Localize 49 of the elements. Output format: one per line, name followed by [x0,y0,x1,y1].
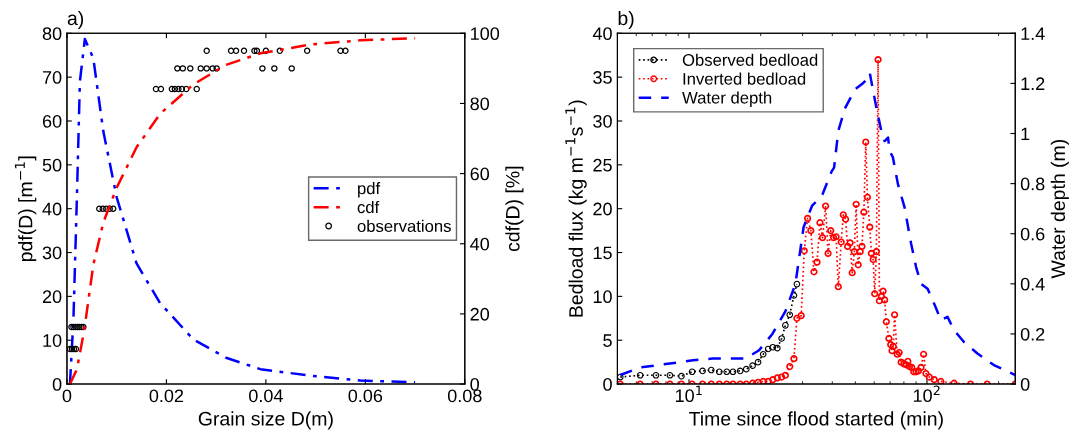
legend-label: cdf [357,200,380,214]
x-tick-label: 0 [62,389,72,403]
y-tick-label: 40 [592,27,612,41]
y2-tick-label: 0.6 [1020,227,1045,241]
legend-label: Inverted bedload [683,72,806,85]
y-tick-label: 10 [43,334,62,347]
x-tick-label: 0.02 [149,389,184,403]
y2-tick-label: 80 [470,97,490,111]
y-tick-label: 70 [42,71,62,84]
y-tick-label: 15 [593,246,612,260]
y-tick-label: 30 [42,246,62,260]
y-tick-label: 20 [42,290,62,304]
legend-label: Observed bedload [682,53,818,66]
x-tick-label: 10$^{1}$ [675,385,702,403]
y2-tick-label: 1.2 [1021,77,1045,90]
y2-tick-label: 100 [471,27,500,41]
y2-tick-label: 1 [1021,127,1030,141]
y-tick-label: 80 [42,27,62,41]
y2-tick-label: 0.2 [1020,327,1045,341]
y2-tick-label: 1.4 [1021,27,1045,40]
x-tick-label: 0.04 [249,389,283,403]
y2-axis-title: Water depth (m) [1050,140,1069,279]
y2-tick-label: 40 [470,237,490,251]
y-axis-title: Bedload flux (kg m$^{−1}$s$^{−1}$) [565,100,587,317]
x-axis-title: Grain size D(m) [198,411,333,430]
y-tick-label: 35 [593,71,612,84]
legend-label: observations [357,219,451,233]
chart-title: a) [67,10,84,29]
y-tick-label: 20 [593,202,612,216]
y-tick-label: 30 [593,114,612,128]
y-tick-label: 10 [593,290,612,304]
chart-title: b) [618,10,634,29]
y-tick-label: 50 [42,158,62,172]
y-tick-label: 5 [603,334,612,347]
x-axis-title: Time since flood started (min) [689,411,943,430]
x-tick-label: 10$^{2}$ [913,385,940,403]
y2-tick-label: 60 [470,167,490,181]
legend-label: pdf [358,182,381,198]
y-tick-label: 60 [42,114,62,128]
y-tick-label: 25 [593,158,612,172]
legend-label: Water depth [682,91,772,107]
y2-tick-label: 0.8 [1020,177,1045,191]
y-axis-title: pdf(D) [m$^{−1}$] [14,156,37,262]
y-tick-label: 40 [42,202,62,216]
x-tick-label: 0.08 [447,389,482,403]
y2-axis-title: cdf(D) [%] [505,166,524,252]
y2-tick-label: 20 [470,307,490,321]
x-tick-label: 0.06 [348,389,383,403]
y2-tick-label: 0.4 [1020,277,1045,291]
